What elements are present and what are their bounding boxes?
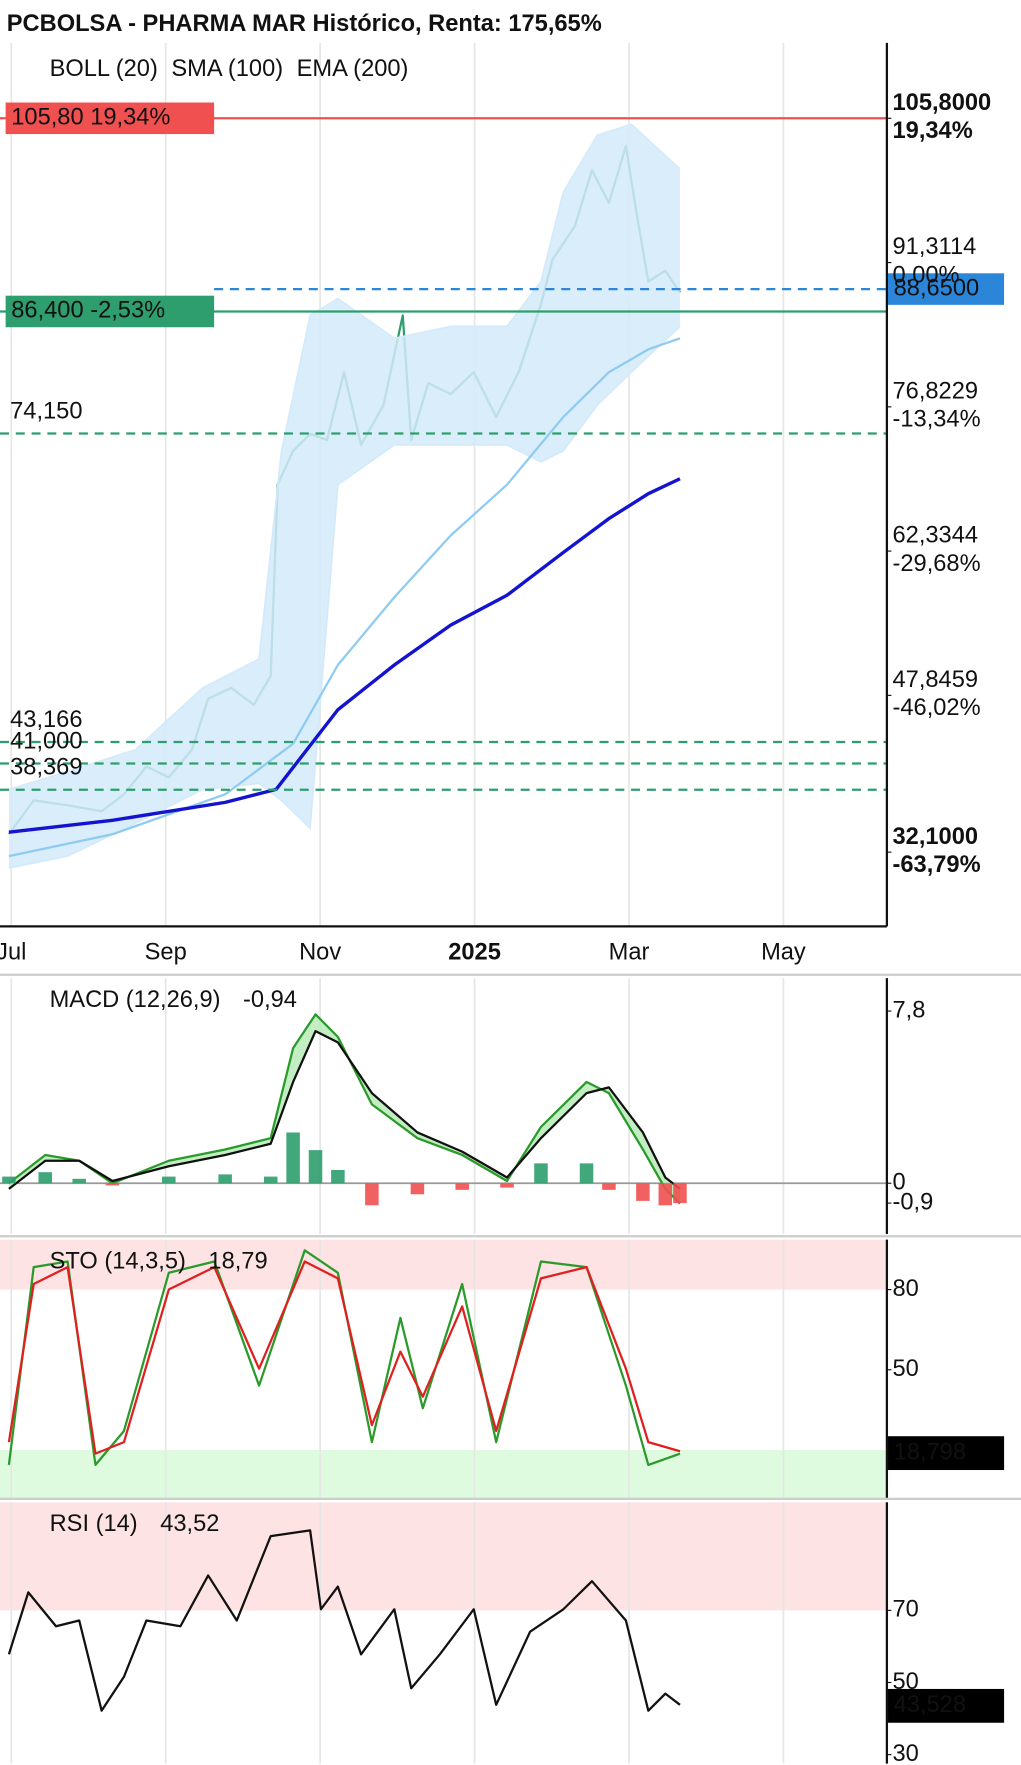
level-label: 88,6500 [894, 275, 980, 301]
panel [0, 1239, 887, 1499]
indicator-reading: 43,52 [160, 1511, 219, 1537]
bollinger-band [8, 124, 680, 869]
histogram-bar [2, 1176, 16, 1184]
indicator-title: MACD (12,26,9) [50, 987, 221, 1013]
current-value-box [888, 1436, 1005, 1471]
x-tick-label: Nov [299, 940, 341, 966]
bollinger-upper [8, 123, 681, 791]
histogram-bar [162, 1176, 176, 1184]
y-tick-label: 91,3114 [893, 234, 977, 260]
current-value-box [888, 1688, 1005, 1723]
bollinger-lower [8, 325, 681, 869]
histogram-bar [308, 1150, 323, 1184]
y-tick-label: 0 [893, 1169, 906, 1195]
level-label: 105,80 19,34% [11, 105, 170, 131]
oversold-zone [0, 1449, 887, 1499]
series-line [8, 337, 681, 858]
level-box [5, 295, 215, 328]
y-tick-label: 32,1000 [893, 824, 979, 850]
chart-root: 105,80 19,34% 86,400 -2,53% 88,6500 74,150 4… [0, 11, 1021, 1765]
histogram-bar [105, 1183, 120, 1186]
histogram-bar [602, 1183, 616, 1190]
panel [0, 978, 887, 1234]
series-line [8, 477, 681, 834]
y-tick-percent: -29,68% [893, 551, 981, 577]
y-tick-percent: -13,34% [893, 407, 981, 433]
series-line [7, 1249, 681, 1467]
y-tick-label: 80 [893, 1276, 919, 1302]
series-line [7, 1260, 681, 1455]
y-tick-label: 105,8000 [893, 90, 992, 116]
level-label: 86,400 -2,53% [11, 298, 165, 324]
level-label: 41,000 [10, 728, 82, 754]
current-value-label: 43,528 [894, 1692, 966, 1718]
series-line [8, 1030, 681, 1190]
histogram-bar [286, 1132, 300, 1184]
y-tick-label: 70 [893, 1597, 919, 1623]
histogram-bar [455, 1183, 469, 1190]
histogram-bar [365, 1183, 379, 1206]
level-label: 74,150 [10, 398, 82, 424]
indicator-reading: 18,79 [208, 1248, 267, 1274]
indicator-title: STO (14,3,5) [50, 1248, 186, 1274]
y-tick-percent: 0,00% [893, 262, 960, 288]
y-tick-percent: 19,34% [893, 118, 973, 144]
y-tick-label: 50 [893, 1356, 919, 1382]
y-tick-label: 30 [893, 1741, 919, 1765]
y-tick-label: 47,8459 [893, 667, 979, 693]
legend-entry: SMA (100) [171, 56, 283, 82]
y-tick-label: 62,3344 [893, 523, 979, 549]
indicator-title: RSI (14) [50, 1511, 138, 1537]
series-line [7, 1529, 681, 1712]
y-tick-percent: -46,02% [893, 695, 981, 721]
legend-entry: BOLL (20) [50, 56, 158, 82]
level-label: 43,166 [10, 707, 82, 733]
overbought-zone [0, 1239, 887, 1290]
x-tick-label: 2025 [448, 940, 501, 966]
histogram-bar [263, 1176, 278, 1184]
histogram-bar [331, 1169, 345, 1184]
histogram-bar [500, 1183, 514, 1188]
y-tick-percent: -63,79% [893, 852, 981, 878]
level-box [888, 273, 1005, 305]
x-tick-label: Mar [609, 940, 650, 966]
level-box [5, 102, 215, 135]
current-value-label: 18,798 [894, 1439, 966, 1465]
level-label: 38,369 [10, 755, 82, 781]
y-tick-label: 7,8 [893, 997, 926, 1023]
panel [0, 1502, 887, 1764]
histogram-bar [658, 1183, 673, 1206]
y-tick-label: -0,9 [893, 1189, 934, 1215]
legend-entry: EMA (200) [297, 56, 409, 82]
histogram-bar [673, 1183, 687, 1204]
histogram-bar [38, 1172, 53, 1184]
histogram-bar [218, 1174, 232, 1184]
histogram-bar [72, 1178, 86, 1184]
panel [7, 42, 785, 927]
histogram-bar [636, 1183, 650, 1201]
histogram-bar [579, 1163, 594, 1184]
x-tick-label: Jul [0, 940, 26, 966]
y-tick-label: 76,8229 [893, 378, 979, 404]
x-tick-label: May [761, 940, 806, 966]
x-tick-label: Sep [145, 940, 187, 966]
histogram-bar [410, 1183, 425, 1195]
indicator-reading: -0,94 [243, 987, 297, 1013]
overbought-zone [0, 1502, 887, 1611]
chart-title: PCBOLSA - PHARMA MAR Histórico, Renta: 1… [7, 11, 602, 37]
histogram-bar [534, 1163, 548, 1184]
